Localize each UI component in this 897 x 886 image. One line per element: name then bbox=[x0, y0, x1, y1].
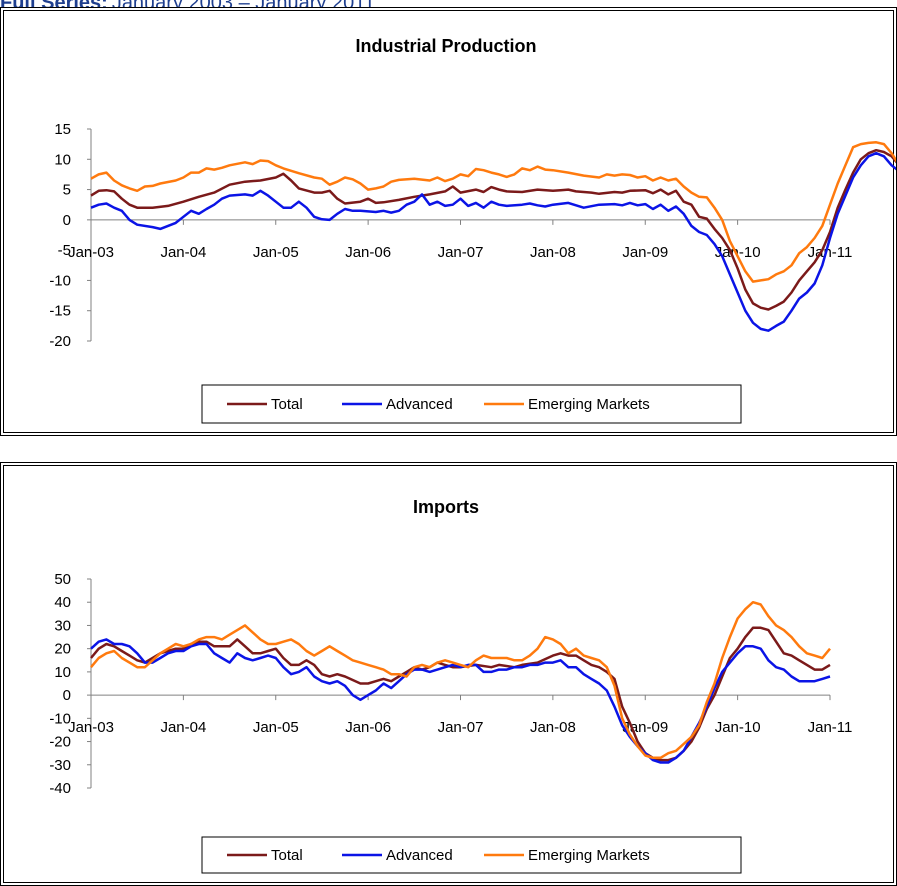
industrial-production-y-tick-label: 15 bbox=[54, 121, 71, 138]
industrial-production-x-tick-label: Jan-03 bbox=[68, 244, 114, 261]
imports-series-total-line bbox=[90, 626, 831, 762]
imports-y-tick-label: -20 bbox=[49, 734, 71, 751]
imports-x-tick-label: Jan-08 bbox=[530, 719, 576, 736]
industrial-production-x-tick-label: Jan-11 bbox=[808, 244, 853, 261]
imports-title: Imports bbox=[413, 497, 479, 517]
industrial-production-y-tick-label: 0 bbox=[63, 212, 71, 229]
imports-legend-label-advanced: Advanced bbox=[386, 847, 453, 864]
industrial-production-x-tick-label: Jan-05 bbox=[253, 244, 299, 261]
imports-legend-label-emerging-markets: Emerging Markets bbox=[528, 847, 650, 864]
imports-x-tick-label: Jan-07 bbox=[438, 719, 484, 736]
industrial-production-legend-label-advanced: Advanced bbox=[386, 396, 453, 413]
imports-legend-label-total: Total bbox=[271, 847, 303, 864]
imports-y-tick-label: -30 bbox=[49, 757, 71, 774]
industrial-production-legend-label-total: Total bbox=[271, 396, 303, 413]
industrial-production-legend-label-emerging-markets: Emerging Markets bbox=[528, 396, 650, 413]
industrial-production-y-tick-label: 5 bbox=[63, 182, 71, 199]
industrial-production-chart: Industrial Production 15 10 5 0 -5 -10 -15 -20 Ja… bbox=[49, 36, 896, 424]
industrial-production-y-tick-label: -5 bbox=[58, 242, 71, 259]
imports-y-tick-label: 20 bbox=[54, 641, 71, 658]
imports-x-tick-label: Jan-03 bbox=[68, 719, 114, 736]
imports-x-tick-label: Jan-05 bbox=[253, 719, 299, 736]
imports-y-tick-label: 30 bbox=[54, 617, 71, 634]
imports-x-tick-label: Jan-06 bbox=[345, 719, 391, 736]
imports-x-tick-label: Jan-11 bbox=[808, 719, 853, 736]
industrial-production-y-tick-label: -15 bbox=[49, 303, 71, 320]
industrial-production-x-tick-label: Jan-09 bbox=[622, 244, 668, 261]
industrial-production-title: Industrial Production bbox=[355, 36, 536, 56]
imports-chart-panel: Imports 50 40 30 20 10 0 -10 -20 -30 -40 Jan-03 Jan-… bbox=[0, 462, 897, 886]
industrial-production-y-tick-label: -20 bbox=[49, 333, 71, 350]
industrial-production-legend-box bbox=[201, 384, 742, 424]
imports-x-tick-label: Jan-10 bbox=[715, 719, 761, 736]
imports-chart: Imports 50 40 30 20 10 0 -10 -20 -30 -40 Jan-03 Jan-… bbox=[49, 497, 853, 874]
imports-x-tick-label: Jan-04 bbox=[160, 719, 206, 736]
industrial-production-series-emerging-markets-line bbox=[90, 141, 896, 283]
imports-y-tick-label: 10 bbox=[54, 664, 71, 681]
industrial-production-series-total-line bbox=[90, 148, 896, 311]
industrial-production-series-advanced-line bbox=[90, 151, 896, 332]
industrial-production-x-tick-label: Jan-07 bbox=[438, 244, 484, 261]
imports-series-advanced-line bbox=[90, 638, 831, 764]
industrial-production-x-tick-label: Jan-06 bbox=[345, 244, 391, 261]
industrial-production-y-tick-label: -10 bbox=[49, 272, 71, 289]
imports-y-tick-label: -40 bbox=[49, 780, 71, 797]
imports-legend-box bbox=[201, 836, 742, 874]
industrial-production-chart-panel: Industrial Production 15 10 5 0 -5 -10 -15 -20 Ja… bbox=[0, 7, 897, 436]
industrial-production-x-tick-label: Jan-10 bbox=[715, 244, 761, 261]
imports-y-tick-label: -10 bbox=[49, 710, 71, 727]
imports-y-tick-label: 40 bbox=[54, 594, 71, 611]
imports-y-tick-label: 0 bbox=[63, 687, 71, 704]
imports-y-tick-label: 50 bbox=[54, 571, 71, 588]
industrial-production-y-tick-label: 10 bbox=[54, 151, 71, 168]
imports-series-emerging-markets-line bbox=[90, 600, 831, 760]
industrial-production-x-tick-label: Jan-04 bbox=[160, 244, 206, 261]
industrial-production-x-tick-label: Jan-08 bbox=[530, 244, 576, 261]
